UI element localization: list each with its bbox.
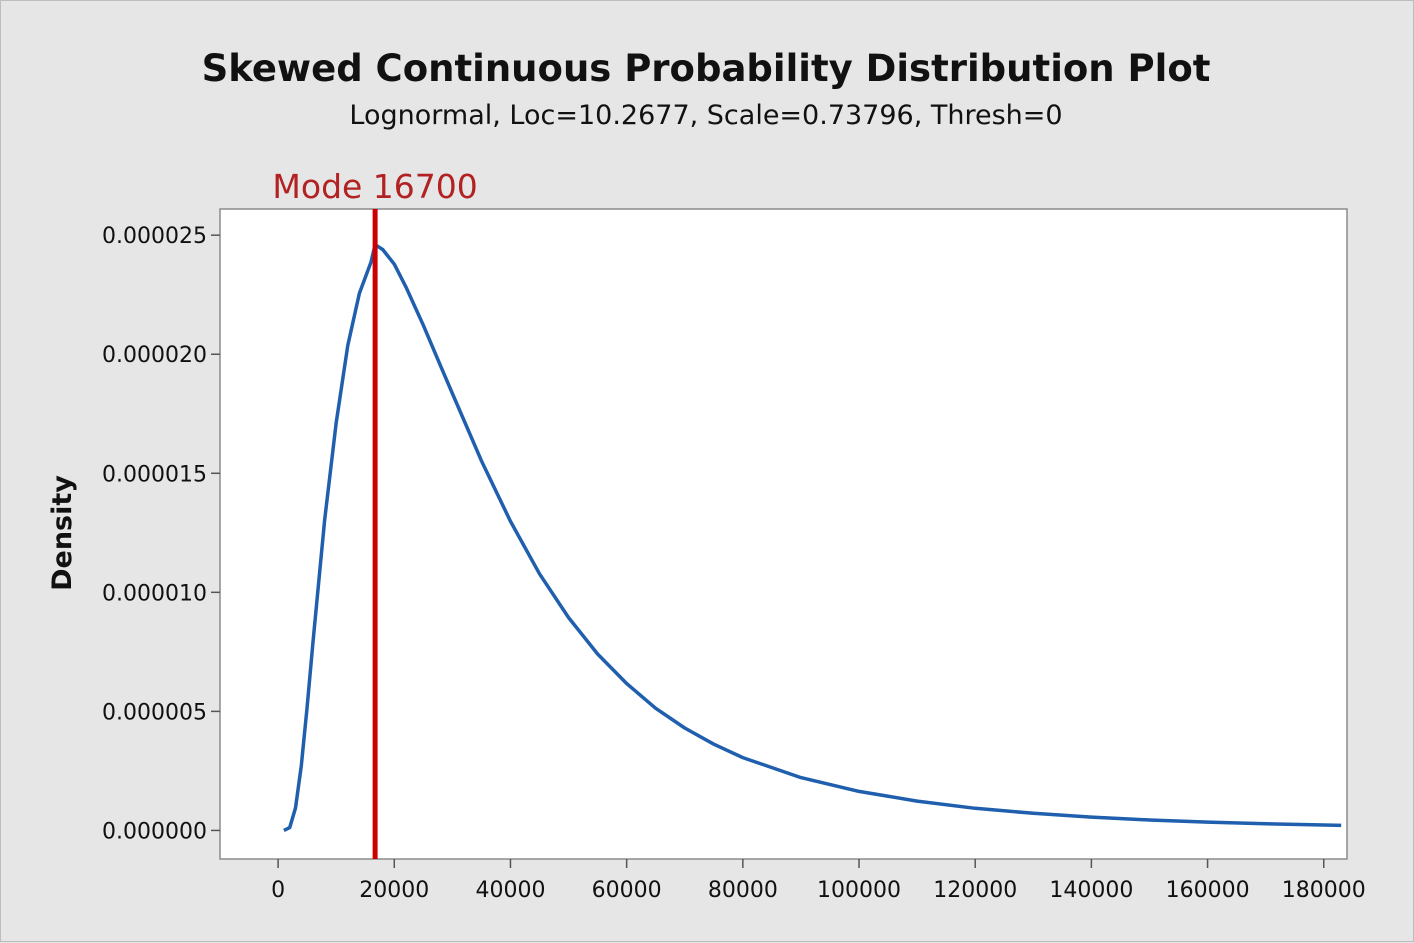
density-series bbox=[283, 242, 1342, 832]
y-tick-label: 0.000000 bbox=[102, 819, 207, 844]
x-tick-label: 40000 bbox=[475, 878, 545, 903]
y-tick-label: 0.000005 bbox=[102, 700, 207, 725]
x-tick-label: 80000 bbox=[708, 878, 778, 903]
chart-title: Skewed Continuous Probability Distributi… bbox=[202, 47, 1211, 90]
x-axis: 0 20000 40000 60000 80000 100000 120000 140000 1… bbox=[271, 859, 1366, 903]
x-tick-label: 60000 bbox=[592, 878, 662, 903]
density-curve bbox=[283, 242, 1342, 832]
mode-label: Mode 16700 bbox=[272, 167, 477, 206]
x-tick-label: 140000 bbox=[1049, 878, 1133, 903]
y-axis: 0.000000 0.000005 0.000010 0.000015 0.000020… bbox=[102, 224, 220, 844]
x-tick-label: 100000 bbox=[817, 878, 901, 903]
x-tick-label: 160000 bbox=[1166, 878, 1250, 903]
y-tick-label: 0.000025 bbox=[102, 224, 207, 249]
mode-annotation: Mode 16700 bbox=[272, 167, 478, 859]
x-tick-label: 180000 bbox=[1282, 878, 1366, 903]
x-tick-label: 0 bbox=[271, 878, 285, 903]
y-tick-label: 0.000020 bbox=[102, 343, 207, 368]
y-tick-label: 0.000015 bbox=[102, 462, 207, 487]
x-tick-label: 120000 bbox=[933, 878, 1017, 903]
plot-area bbox=[219, 208, 1348, 860]
y-tick-label: 0.000010 bbox=[102, 581, 207, 606]
x-tick-label: 20000 bbox=[359, 878, 429, 903]
y-axis-label: Density bbox=[47, 475, 78, 591]
chart-subtitle: Lognormal, Loc=10.2677, Scale=0.73796, T… bbox=[349, 100, 1062, 131]
